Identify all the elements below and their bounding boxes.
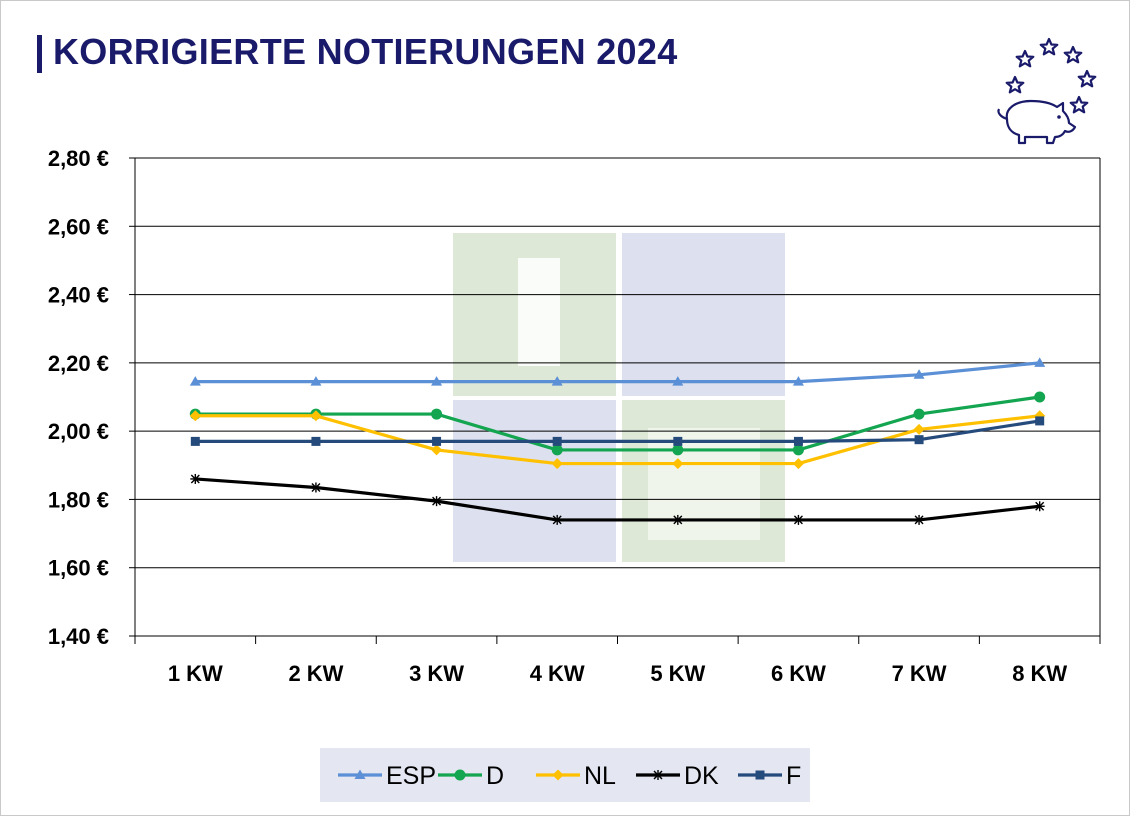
- watermark-block: [453, 400, 616, 562]
- legend-label: DK: [684, 762, 719, 790]
- legend-item-esp: ESP: [338, 762, 436, 790]
- data-point: [913, 423, 925, 435]
- data-point: [673, 436, 683, 446]
- star-icon: [1077, 69, 1097, 88]
- pig-icon: [1005, 99, 1077, 145]
- x-tick-label: 8 KW: [1012, 661, 1067, 686]
- y-tick-label: 2,40 €: [48, 283, 109, 308]
- data-point: [913, 369, 925, 379]
- legend-item-nl: NL: [536, 762, 616, 790]
- series-dk: [190, 473, 1045, 525]
- data-point: [311, 436, 321, 446]
- x-tick-label: 4 KW: [530, 661, 585, 686]
- data-point: [551, 458, 563, 470]
- legend-item-d: D: [438, 762, 504, 790]
- data-point: [552, 514, 563, 525]
- series-line: [193, 419, 1042, 443]
- x-tick-label: 3 KW: [409, 661, 464, 686]
- chart-title: KORRIGIERTE NOTIERUNGEN 2024: [53, 31, 678, 72]
- data-point: [431, 408, 443, 420]
- data-point: [1034, 501, 1045, 512]
- data-point: [672, 376, 684, 386]
- data-point: [792, 458, 804, 470]
- data-point: [189, 376, 201, 386]
- star-icon: [1005, 75, 1025, 94]
- series-line: [193, 395, 1042, 452]
- y-tick-label: 2,00 €: [48, 419, 109, 444]
- data-point: [792, 376, 804, 386]
- data-point: [551, 376, 563, 386]
- legend-marker: [454, 769, 466, 781]
- legend-label: F: [786, 762, 801, 790]
- data-point: [310, 410, 322, 422]
- series-line: [193, 361, 1042, 384]
- data-point: [1034, 357, 1046, 367]
- data-point: [310, 376, 322, 386]
- data-point: [431, 496, 442, 507]
- legend-marker: [354, 769, 366, 779]
- watermark-letter: [648, 428, 760, 540]
- data-point: [914, 435, 924, 445]
- data-point: [913, 408, 925, 420]
- y-tick-label: 2,20 €: [48, 351, 109, 376]
- data-point: [190, 436, 200, 446]
- star-icon: [1069, 95, 1089, 114]
- star-icon: [1063, 45, 1083, 64]
- y-tick-label: 1,80 €: [48, 487, 109, 512]
- legend-label: NL: [584, 762, 616, 790]
- series-f: [190, 416, 1045, 446]
- data-point: [432, 436, 442, 446]
- data-point: [672, 514, 683, 525]
- y-tick-label: 1,60 €: [48, 556, 109, 581]
- star-icon: [1039, 37, 1059, 56]
- series-line: [193, 414, 1042, 466]
- x-tick-label: 1 KW: [168, 661, 223, 686]
- data-point: [672, 458, 684, 470]
- legend-marker: [552, 769, 564, 781]
- x-tick-label: 2 KW: [288, 661, 343, 686]
- series-lines: [189, 357, 1046, 525]
- data-point: [431, 444, 443, 456]
- legend-label: ESP: [386, 762, 436, 790]
- x-tick-label: 7 KW: [892, 661, 947, 686]
- legend: ESP D NL DK F: [320, 748, 810, 802]
- data-point: [189, 410, 201, 422]
- axes: 1,40 € 1,60 € 1,80 € 2,00 € 2,20 € 2,40 € 2,60…: [48, 146, 1101, 686]
- series-esp: [189, 357, 1046, 386]
- x-tick-label: 5 KW: [650, 661, 705, 686]
- isn-watermark: [453, 233, 785, 562]
- data-point: [431, 376, 443, 386]
- pig-with-stars-icon: [997, 37, 1097, 145]
- y-tick-label: 2,60 €: [48, 214, 109, 239]
- watermark-letter: [518, 258, 560, 366]
- y-tick-label: 2,80 €: [48, 146, 109, 171]
- data-point: [1034, 391, 1046, 403]
- data-point: [190, 473, 201, 484]
- data-point: [552, 436, 562, 446]
- data-point: [672, 444, 684, 456]
- gridlines: [135, 157, 1100, 637]
- y-tick-label: 1,40 €: [48, 624, 109, 649]
- legend-item-dk: DK: [636, 762, 719, 790]
- x-tick-label: 6 KW: [771, 661, 826, 686]
- data-point: [792, 444, 804, 456]
- legend-label: D: [486, 762, 504, 790]
- data-point: [793, 436, 803, 446]
- data-point: [793, 514, 804, 525]
- title-accent-bar: [37, 35, 42, 73]
- star-icon: [1015, 49, 1035, 68]
- data-point: [310, 482, 321, 493]
- legend-item-f: F: [738, 762, 801, 790]
- data-point: [1035, 416, 1045, 426]
- legend-marker: [653, 770, 663, 780]
- watermark-block: [622, 233, 785, 396]
- data-point: [551, 444, 563, 456]
- data-point: [914, 514, 925, 525]
- series-line: [193, 477, 1042, 522]
- legend-marker: [755, 770, 765, 780]
